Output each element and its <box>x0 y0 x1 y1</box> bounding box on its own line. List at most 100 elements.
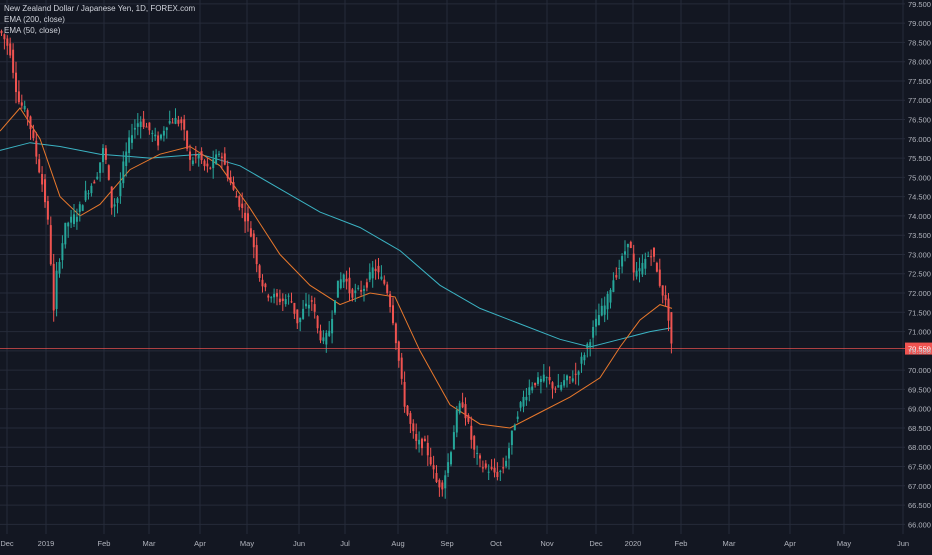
candle-body <box>435 472 438 482</box>
candle-body <box>653 247 655 257</box>
candle-body <box>133 127 136 130</box>
candle-body <box>496 471 499 478</box>
candle-body <box>360 289 363 292</box>
candle-body <box>32 130 35 138</box>
candle-body <box>93 181 96 184</box>
y-tick-label: 79.500 <box>908 0 931 9</box>
candle-body <box>186 131 189 149</box>
last-price-line: 70.559 <box>0 342 932 355</box>
candle-body <box>342 274 345 283</box>
candles <box>0 29 673 499</box>
y-tick-label: 69.500 <box>908 385 931 394</box>
candle-body <box>136 123 139 127</box>
candle-body <box>394 323 397 344</box>
x-tick-label: Jul <box>340 539 350 548</box>
candle-body <box>165 127 168 131</box>
candle-body <box>542 374 545 382</box>
candle-body <box>270 297 273 299</box>
x-tick-label: May <box>240 539 254 548</box>
candle-body <box>46 201 49 220</box>
y-tick-label: 67.500 <box>908 463 931 472</box>
candle-body <box>505 460 508 467</box>
candle-body <box>273 293 276 298</box>
candle-body <box>197 154 200 159</box>
candle-body <box>252 233 255 248</box>
candle-body <box>589 342 592 347</box>
candle-body <box>157 135 160 146</box>
y-tick-label: 73.500 <box>908 231 931 240</box>
candle-body <box>432 465 435 470</box>
candle-body <box>476 452 479 454</box>
candle-body <box>470 425 473 440</box>
x-tick-label: Mar <box>143 539 156 548</box>
y-tick-label: 73.000 <box>908 250 931 259</box>
candle-body <box>322 337 325 342</box>
candle-body <box>305 303 307 307</box>
candle-body <box>235 196 238 198</box>
candle-body <box>667 298 670 321</box>
y-tick-label: 72.500 <box>908 270 931 279</box>
candle-body <box>81 205 84 211</box>
candle-body <box>299 317 302 323</box>
candle-body <box>444 475 447 489</box>
candle-body <box>592 326 595 338</box>
candle-body <box>568 376 571 378</box>
candle-body <box>423 438 426 442</box>
candle-body <box>238 196 241 207</box>
candle-body <box>415 433 418 441</box>
candle-body <box>281 298 284 302</box>
candle-body <box>267 295 270 298</box>
candle-body <box>528 387 531 395</box>
candle-body <box>577 371 580 375</box>
candle-body <box>650 256 653 258</box>
time-axis: Dec 2019 Feb Mar Apr May Jun Jul Aug Sep Oct Nov Dec… <box>0 539 909 548</box>
candle-body <box>595 318 597 327</box>
candle-body <box>44 179 46 203</box>
candle-body <box>171 122 174 124</box>
candle-body <box>255 245 258 265</box>
candle-body <box>55 270 58 309</box>
candle-body <box>223 153 226 165</box>
y-tick-label: 78.500 <box>908 38 931 47</box>
y-tick-label: 76.500 <box>908 116 931 125</box>
candle-body <box>397 341 400 361</box>
candle-body <box>102 148 104 163</box>
candle-body <box>258 265 261 279</box>
candle-body <box>96 176 99 179</box>
candle-body <box>203 160 206 167</box>
x-tick-label: Feb <box>98 539 111 548</box>
candle-body <box>200 151 203 161</box>
candle-body <box>464 404 467 419</box>
candle-body <box>403 381 406 407</box>
grid <box>0 0 905 534</box>
candle-body <box>110 186 113 208</box>
y-tick-label: 69.000 <box>908 405 931 414</box>
y-tick-label: 68.000 <box>908 443 931 452</box>
x-tick-label: May <box>837 539 851 548</box>
candle-body <box>383 279 386 284</box>
candle-body <box>557 385 560 388</box>
y-tick-label: 74.500 <box>908 193 931 202</box>
candle-body <box>3 34 6 40</box>
candle-body <box>151 132 154 134</box>
candle-body <box>499 470 502 472</box>
candle-body <box>128 137 131 154</box>
candle-body <box>84 190 87 201</box>
candle-body <box>6 38 9 46</box>
candle-body <box>638 268 641 272</box>
candle-body <box>104 148 107 160</box>
candle-body <box>418 439 421 445</box>
candle-body <box>563 380 566 386</box>
y-tick-label: 77.500 <box>908 77 931 86</box>
candle-body <box>571 378 574 382</box>
candle-body <box>502 467 505 469</box>
candle-body <box>119 182 122 197</box>
candle-body <box>438 480 441 488</box>
candle-body <box>206 163 209 167</box>
candle-body <box>310 300 313 302</box>
candle-body <box>479 455 481 459</box>
candle-body <box>522 396 525 407</box>
candle-body <box>461 402 464 408</box>
